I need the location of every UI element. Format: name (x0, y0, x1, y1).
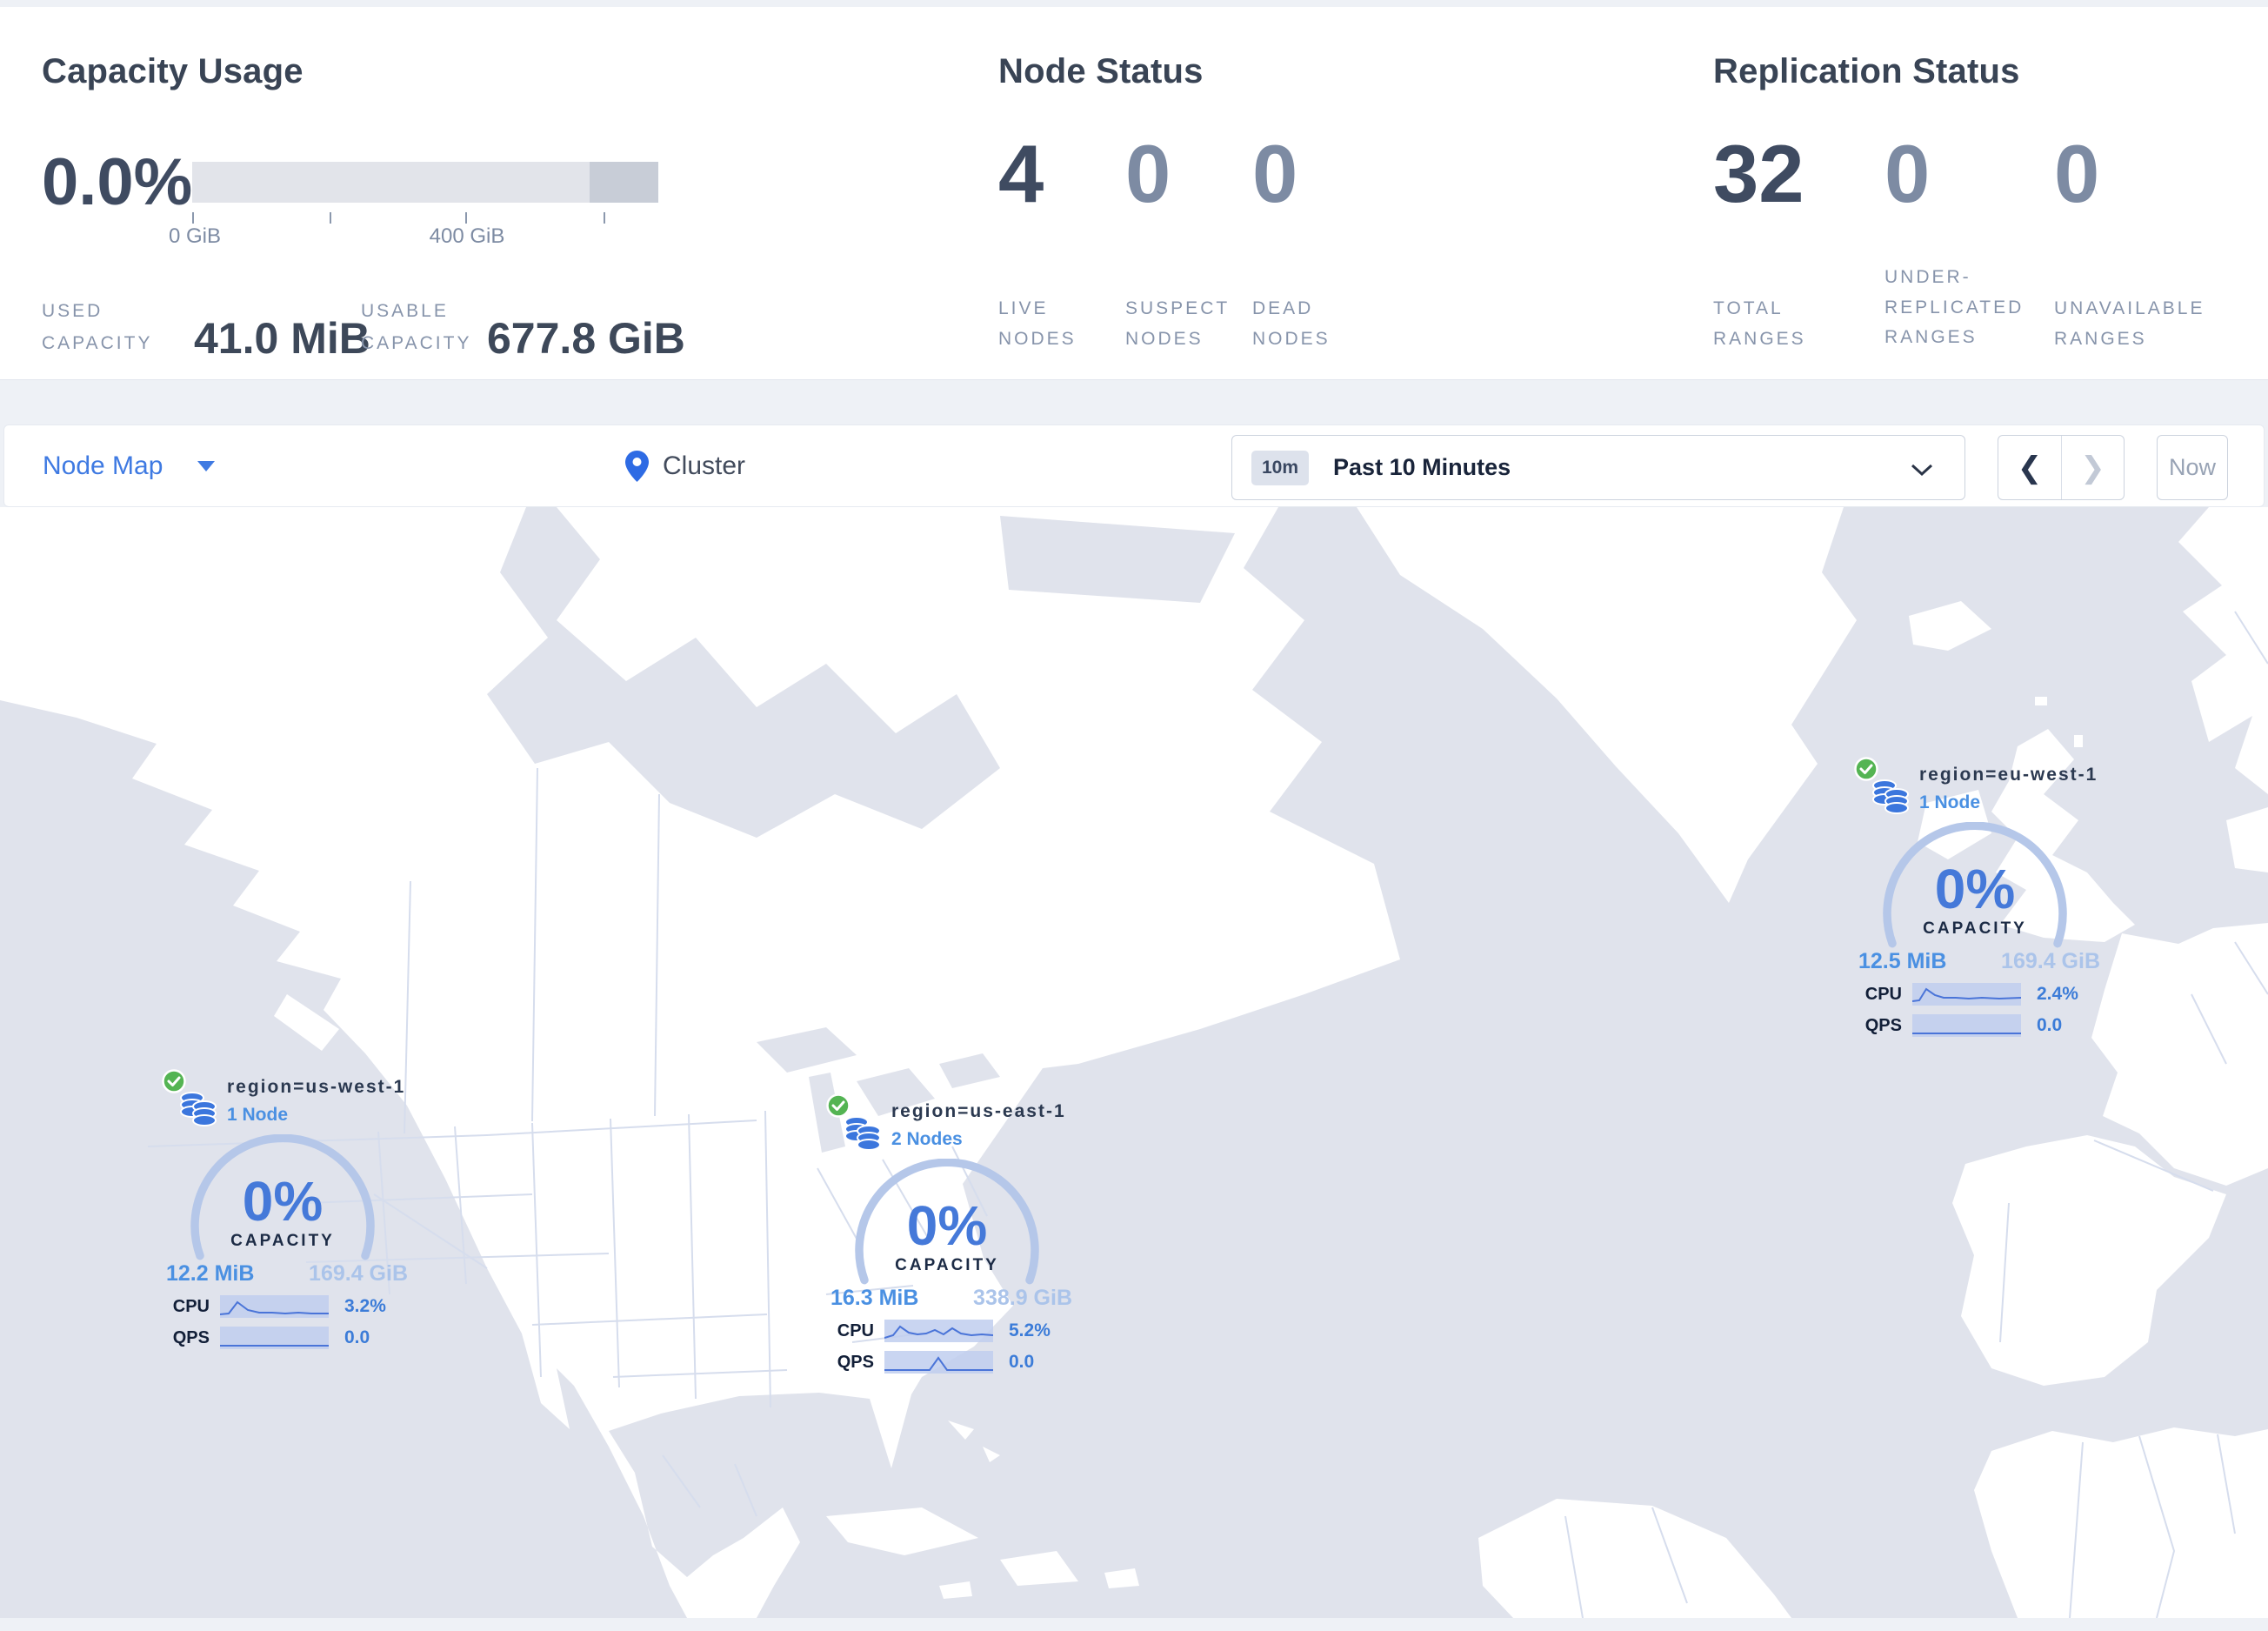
qps-value: 0.0 (1009, 1352, 1035, 1372)
database-icon (1872, 779, 1909, 814)
region-marker-us-west-1[interactable]: region=us-west-1 1 Node 0% CAPACITY 12.2… (161, 1068, 422, 1364)
unavailable-count: 0 (2054, 128, 2100, 219)
replication-status-title: Replication Status (1713, 52, 2020, 90)
location-pin-icon (625, 450, 649, 482)
time-range-dropdown[interactable]: 10m Past 10 Minutes (1231, 435, 1965, 500)
qps-value: 0.0 (344, 1327, 370, 1347)
healthy-check-icon (826, 1093, 850, 1118)
cpu-value: 3.2% (344, 1296, 386, 1316)
now-button[interactable]: Now (2157, 435, 2228, 500)
cpu-label: CPU (837, 1320, 874, 1340)
total-ranges-count: 32 (1713, 128, 1804, 219)
capacity-gauge-arc (190, 1134, 375, 1260)
used-capacity-value: 41.0 MiB (194, 314, 370, 363)
cpu-sparkline (220, 1295, 329, 1318)
qps-label: QPS (172, 1327, 210, 1347)
used-capacity-label: USED CAPACITY (42, 301, 153, 353)
region-label: region=eu-west-1 (1919, 765, 2098, 785)
used-capacity: 16.3 MiB (830, 1286, 919, 1310)
cpu-value: 5.2% (1009, 1320, 1051, 1340)
healthy-check-icon (1854, 757, 1878, 781)
time-next-button[interactable]: ❯ (2061, 436, 2124, 499)
region-marker-eu-west-1[interactable]: region=eu-west-1 1 Node 0% CAPACITY 12.5… (1853, 756, 2114, 1052)
node-status-title: Node Status (998, 52, 1204, 90)
capacity-gauge-arc (855, 1159, 1039, 1285)
qps-label: QPS (837, 1352, 874, 1372)
total-capacity: 169.4 GiB (309, 1261, 408, 1286)
suspect-nodes-label: SUSPECT NODES (1125, 298, 1230, 349)
capacity-axis (192, 212, 658, 224)
capacity-gauge-percent: 0% (242, 1170, 324, 1233)
qps-label: QPS (1864, 1015, 1902, 1035)
capacity-bar-reserved-segment (590, 162, 658, 203)
capacity-gauge-arc (1883, 822, 2067, 948)
usable-capacity-label: USABLE CAPACITY (361, 301, 472, 353)
capacity-gauge-label: CAPACITY (895, 1256, 999, 1274)
view-selector-label: Node Map (43, 451, 163, 480)
used-capacity: 12.2 MiB (166, 1261, 255, 1286)
cpu-sparkline (1912, 983, 2021, 1006)
time-range-label: Past 10 Minutes (1333, 454, 1511, 480)
qps-sparkline (220, 1327, 329, 1349)
used-capacity: 12.5 MiB (1858, 949, 1947, 973)
cpu-value: 2.4% (2037, 984, 2078, 1004)
capacity-tick-400: 400 GiB (429, 224, 505, 248)
capacity-percent: 0.0% (42, 145, 193, 219)
time-prev-button[interactable]: ❮ (2017, 451, 2043, 485)
node-count-link[interactable]: 1 Node (1919, 792, 1981, 812)
capacity-gauge-percent: 0% (1934, 858, 2016, 920)
unavailable-label: UNAVAILABLE RANGES (2054, 298, 2205, 349)
chevron-down-icon (1911, 464, 1933, 477)
capacity-tick-0: 0 GiB (168, 224, 222, 248)
cpu-sparkline (884, 1320, 993, 1342)
cluster-summary-panel: Capacity Usage 0.0% 0 GiB 400 GiB USED C… (0, 7, 2268, 380)
node-count-link[interactable]: 1 Node (227, 1105, 289, 1125)
live-nodes-count: 4 (998, 128, 1044, 219)
time-range-badge: 10m (1251, 450, 1310, 485)
healthy-check-icon (162, 1069, 186, 1093)
capacity-gauge-percent: 0% (906, 1194, 988, 1257)
caret-down-icon (197, 460, 216, 471)
map-toolbar: Node Map Cluster 10m Past 10 Minutes ❮ ❯… (3, 424, 2265, 507)
under-replicated-count: 0 (1884, 128, 1931, 219)
total-capacity: 169.4 GiB (2001, 949, 2100, 973)
database-icon (180, 1092, 217, 1126)
node-map (0, 507, 2268, 1618)
region-label: region=us-east-1 (891, 1101, 1066, 1121)
capacity-bar (192, 162, 658, 203)
qps-sparkline (884, 1351, 993, 1374)
live-nodes-label: LIVE NODES (998, 298, 1077, 349)
database-icon (844, 1116, 881, 1151)
dead-nodes-count: 0 (1252, 128, 1298, 219)
breadcrumb-label: Cluster (663, 451, 746, 480)
cpu-label: CPU (172, 1296, 210, 1316)
region-marker-us-east-1[interactable]: region=us-east-1 2 Nodes 0% CAPACITY 16.… (825, 1093, 1086, 1388)
total-capacity: 338.9 GiB (973, 1286, 1072, 1310)
world-map (0, 507, 2268, 1618)
total-ranges-label: TOTAL RANGES (1713, 298, 1806, 349)
region-label: region=us-west-1 (227, 1077, 406, 1097)
capacity-gauge-label: CAPACITY (1923, 919, 2027, 938)
capacity-gauge-label: CAPACITY (230, 1232, 335, 1250)
suspect-nodes-count: 0 (1125, 128, 1171, 219)
time-stepper: ❮ ❯ (1998, 435, 2125, 500)
dead-nodes-label: DEAD NODES (1252, 298, 1331, 349)
qps-sparkline (1912, 1014, 2021, 1037)
view-selector-dropdown[interactable]: Node Map (43, 425, 216, 506)
capacity-usage-title: Capacity Usage (42, 52, 304, 90)
cpu-label: CPU (1864, 984, 1902, 1004)
node-count-link[interactable]: 2 Nodes (891, 1129, 963, 1149)
breadcrumb[interactable]: Cluster (625, 425, 745, 506)
under-replicated-label: UNDER-REPLICATED RANGES (1884, 267, 2025, 348)
qps-value: 0.0 (2037, 1015, 2063, 1035)
usable-capacity-value: 677.8 GiB (487, 314, 685, 363)
